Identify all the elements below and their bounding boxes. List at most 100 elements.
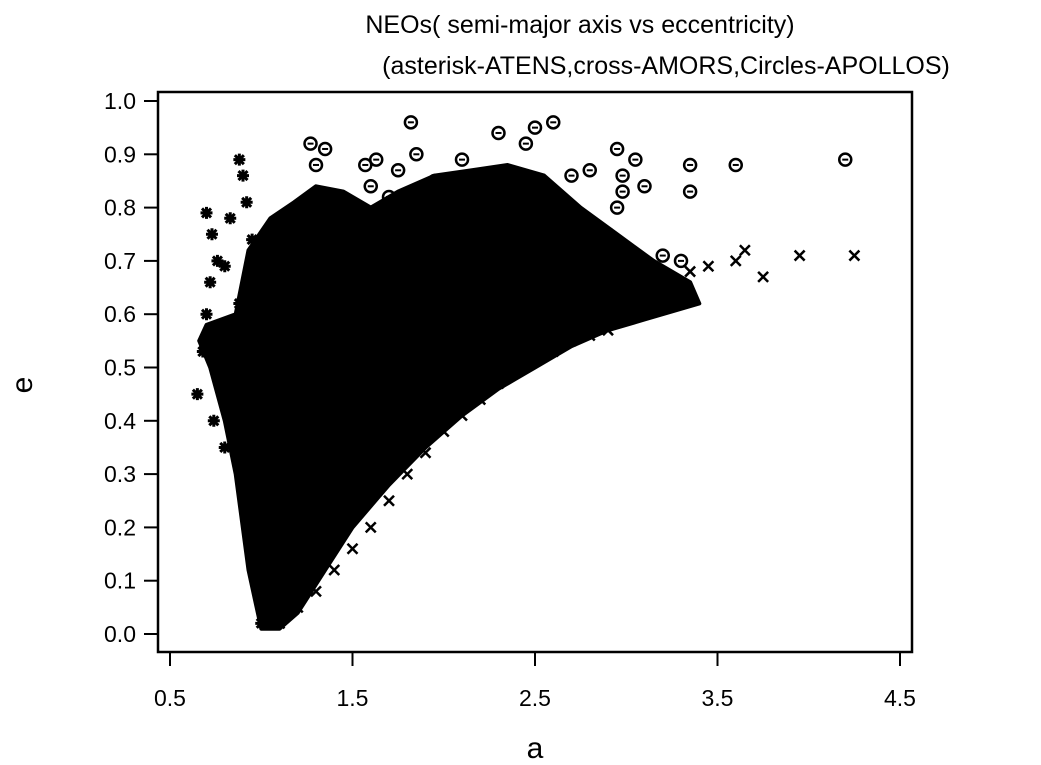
aten-point — [246, 521, 259, 534]
amor-point — [738, 244, 751, 257]
apollo-point — [619, 248, 634, 263]
aten-point — [205, 228, 218, 241]
amor-point — [547, 345, 560, 358]
apollo-point — [564, 168, 579, 183]
point-density-cloud — [197, 163, 702, 631]
y-tick-label: 0.5 — [104, 355, 136, 381]
amor-point — [401, 468, 414, 480]
apollo-point — [682, 157, 698, 173]
x-axis-label: a — [527, 732, 544, 765]
apollo-point — [546, 115, 561, 130]
aten-point — [196, 345, 209, 358]
aten-point — [218, 260, 231, 273]
apollo-point — [427, 173, 442, 189]
apollo-point — [615, 168, 630, 183]
amor-point — [729, 255, 742, 267]
amor-point — [437, 425, 450, 438]
amor-point — [757, 271, 770, 283]
amor-point — [291, 601, 304, 614]
amor-point — [684, 265, 697, 278]
y-tick-label: 0.7 — [104, 248, 136, 274]
amor-point — [793, 249, 806, 262]
aten-point — [222, 334, 235, 347]
x-tick-label: 0.5 — [154, 685, 186, 711]
y-tick-label: 0.4 — [104, 408, 136, 434]
amor-point — [702, 260, 715, 273]
aten-point — [224, 212, 237, 225]
aten-point — [227, 361, 240, 374]
y-tick-label: 0.1 — [104, 568, 136, 594]
apollo-point — [728, 157, 743, 173]
aten-point — [251, 564, 264, 577]
amor-point — [529, 350, 541, 363]
aten-point — [191, 388, 204, 401]
apollo-point — [317, 141, 333, 157]
y-axis-label: e — [6, 377, 39, 394]
apollo-point — [409, 147, 424, 162]
amor-point — [419, 446, 432, 459]
apollo-point — [403, 115, 419, 130]
apollo-point — [363, 179, 378, 194]
amor-point — [456, 409, 468, 422]
aten-point — [215, 350, 228, 363]
apollo-point — [609, 200, 625, 215]
amor-point — [346, 542, 359, 555]
y-tick-label: 0.0 — [104, 621, 136, 647]
apollo-point — [368, 152, 384, 167]
apollo-point — [303, 136, 318, 151]
apollo-point — [527, 120, 543, 135]
aten-point — [240, 196, 253, 209]
apollo-point — [308, 157, 324, 173]
apollo-point — [673, 253, 689, 269]
y-tick-label: 0.8 — [104, 195, 136, 221]
amor-point — [602, 324, 614, 337]
y-axis: 0.0 0.1 0.2 0.3 0.4 0.5 0.6 0.7 0.8 0.9 1.0 — [104, 88, 158, 647]
x-tick-label: 4.5 — [884, 685, 916, 711]
amor-point — [565, 334, 578, 347]
x-axis: 0.5 1.5 2.5 3.5 4.5 — [154, 652, 916, 711]
x-tick-label: 1.5 — [337, 685, 369, 711]
apollo-point — [609, 141, 625, 157]
chart-title: NEOs( semi-major axis vs eccentricity) (… — [365, 11, 949, 80]
aten-point — [240, 334, 253, 347]
apollo-point — [518, 136, 534, 151]
amor-point — [328, 564, 341, 576]
aten-point — [237, 468, 249, 481]
amor-point — [848, 249, 861, 262]
aten-point — [255, 617, 268, 630]
aten-point — [200, 206, 213, 219]
apollo-point — [600, 227, 616, 242]
aten-point — [218, 441, 231, 454]
amor-point — [492, 377, 505, 390]
apollo-point — [358, 157, 373, 173]
apollo-point — [628, 152, 643, 167]
x-tick-label: 3.5 — [702, 685, 734, 711]
aten-point — [200, 308, 213, 321]
aten-point — [233, 297, 246, 310]
dense-point-cloud — [197, 163, 702, 631]
apollo-point — [682, 184, 698, 199]
amor-point — [675, 292, 687, 305]
aten-point — [255, 601, 268, 614]
aten-point — [204, 276, 217, 289]
apollo-point — [491, 125, 506, 141]
aten-point — [246, 233, 259, 246]
chart-title-line-1: NEOs( semi-major axis vs eccentricity) — [365, 11, 794, 39]
apollo-point — [381, 189, 397, 205]
y-tick-label: 0.9 — [104, 141, 136, 167]
apollo-point — [637, 179, 652, 194]
apollo-point — [454, 152, 470, 167]
amor-point — [364, 521, 377, 534]
scatter-points — [191, 115, 861, 630]
y-tick-label: 1.0 — [104, 88, 136, 114]
apollo-point — [582, 163, 597, 178]
aten-point — [237, 169, 249, 182]
apollo-point — [615, 184, 630, 199]
amor-point — [656, 281, 669, 294]
amor-point — [638, 297, 651, 310]
aten-point — [207, 414, 220, 427]
apollo-point — [655, 248, 670, 263]
amor-point — [510, 361, 523, 374]
aten-point — [211, 254, 224, 267]
